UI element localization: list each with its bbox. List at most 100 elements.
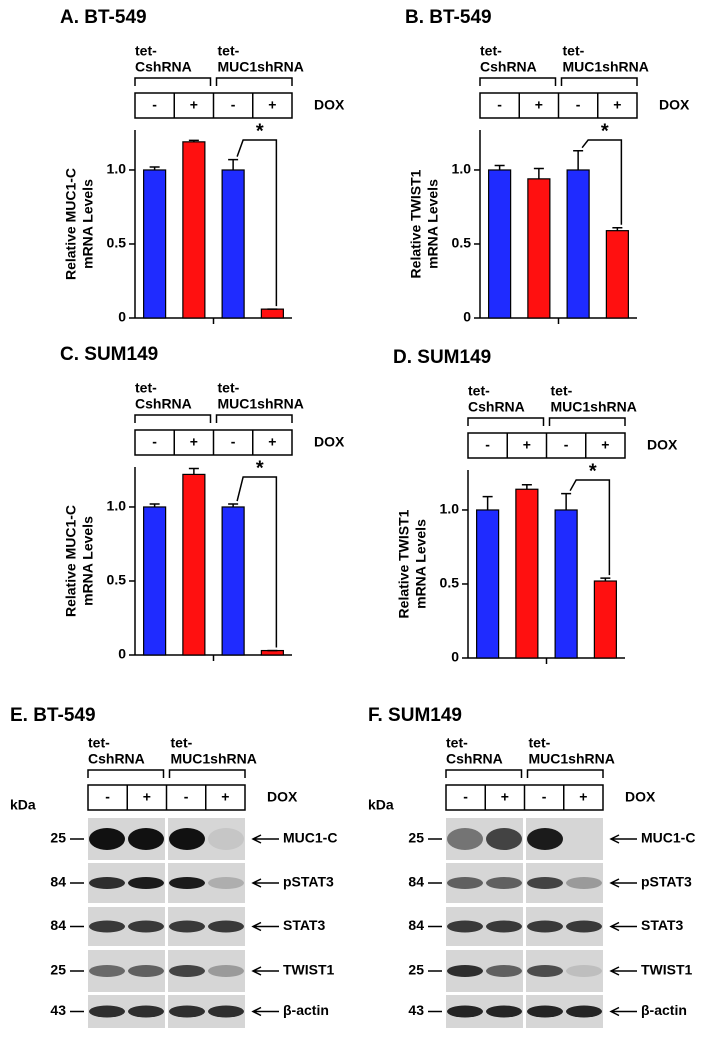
group-bracket: [445, 769, 523, 778]
blot-band: [566, 877, 602, 889]
y-tick-label: 1.0: [440, 501, 460, 517]
blot-band: [527, 965, 563, 977]
blot-band: [169, 920, 205, 933]
y-axis-label: Relative TWIST1: [408, 169, 424, 278]
group-label: MUC1shRNA: [218, 396, 304, 412]
protein-label: pSTAT3: [283, 874, 334, 890]
sign-label: +: [143, 789, 151, 805]
sign-label: +: [523, 437, 531, 453]
blot-band: [89, 1005, 125, 1018]
group-label: CshRNA: [135, 59, 192, 75]
error-bar: [612, 226, 623, 231]
bar: [221, 506, 245, 656]
group-label: CshRNA: [480, 59, 537, 75]
bar: [527, 178, 551, 319]
marker-label: 84: [50, 874, 66, 890]
band-arrow: [609, 1006, 637, 1017]
chart-title: D. SUM149: [393, 347, 491, 368]
blot-band: [527, 1005, 563, 1018]
significance-label: *: [601, 120, 609, 142]
sign-label: +: [601, 437, 609, 453]
significance-label: *: [256, 120, 264, 142]
group-label: MUC1shRNA: [218, 59, 304, 75]
sign-label: -: [231, 434, 236, 450]
y-axis-label: Relative MUC1-C: [63, 168, 79, 280]
group-bracket: [168, 769, 246, 778]
marker-label: 84: [50, 917, 66, 933]
treatment-label: DOX: [314, 97, 345, 113]
y-tick-label: 0.5: [440, 575, 460, 591]
treatment-label: DOX: [647, 437, 678, 453]
sign-label: -: [485, 437, 490, 453]
error-bar: [494, 164, 505, 170]
band-arrow: [609, 966, 637, 976]
blot-band: [486, 828, 522, 850]
sign-label: +: [268, 97, 276, 113]
sign-label: -: [152, 434, 157, 450]
group-bracket: [87, 769, 165, 778]
sign-label: -: [463, 789, 468, 805]
protein-label: MUC1-C: [641, 830, 695, 846]
y-tick-label: 1.0: [107, 161, 127, 177]
band-arrow: [609, 834, 637, 844]
group-label: tet-: [218, 43, 240, 59]
treatment-label: DOX: [625, 789, 656, 805]
bar: [488, 169, 512, 319]
blot-band: [447, 828, 483, 850]
group-label: MUC1shRNA: [563, 59, 649, 75]
group-bracket: [560, 77, 638, 86]
group-label: CshRNA: [468, 399, 525, 415]
marker-label: 25: [50, 830, 66, 846]
error-bar: [482, 495, 493, 510]
error-bar: [573, 149, 584, 170]
error-bar: [533, 167, 544, 179]
group-label: tet-: [468, 383, 490, 399]
blot-band: [447, 920, 483, 933]
group-label: tet-: [480, 43, 502, 59]
blot-band: [169, 877, 205, 889]
blot-title: F. SUM149: [368, 705, 462, 726]
bar: [182, 141, 206, 319]
treatment-label: DOX: [314, 434, 345, 450]
bar: [182, 473, 206, 656]
group-label: CshRNA: [88, 751, 145, 767]
significance-label: *: [256, 457, 264, 479]
marker-label: 25: [408, 830, 424, 846]
sign-label: -: [184, 789, 189, 805]
band-arrow: [251, 878, 279, 888]
error-bar: [188, 139, 199, 142]
blot-band: [486, 1005, 522, 1018]
blot-band: [447, 965, 483, 977]
y-tick-label: 1.0: [107, 498, 127, 514]
significance-bracket: [569, 479, 611, 576]
group-label: MUC1shRNA: [171, 751, 257, 767]
marker-label: 25: [50, 962, 66, 978]
y-axis-label: Relative TWIST1: [396, 509, 412, 618]
sign-label: +: [613, 97, 621, 113]
blot-band: [208, 828, 244, 850]
group-bracket: [134, 77, 212, 86]
band-arrow: [609, 921, 637, 932]
error-bar: [188, 467, 199, 475]
group-label: tet-: [135, 43, 157, 59]
significance-bracket: [236, 476, 278, 648]
blot-band: [89, 965, 125, 977]
y-axis-label: mRNA Levels: [80, 179, 96, 269]
group-label: tet-: [551, 383, 573, 399]
group-label: tet-: [529, 735, 551, 751]
chart-title: B. BT-549: [405, 7, 492, 28]
protein-label: MUC1-C: [283, 830, 337, 846]
sign-label: -: [231, 97, 236, 113]
protein-label: TWIST1: [283, 962, 335, 978]
protein-label: STAT3: [641, 917, 683, 933]
band-arrow: [251, 921, 279, 932]
group-label: tet-: [171, 735, 193, 751]
protein-label: STAT3: [283, 917, 325, 933]
band-arrow: [251, 834, 279, 844]
sign-label: +: [190, 97, 198, 113]
sign-label: -: [542, 789, 547, 805]
blot-band: [89, 920, 125, 933]
y-tick-label: 0: [118, 646, 126, 662]
blot-band: [169, 965, 205, 977]
y-tick-label: 0.5: [107, 572, 127, 588]
